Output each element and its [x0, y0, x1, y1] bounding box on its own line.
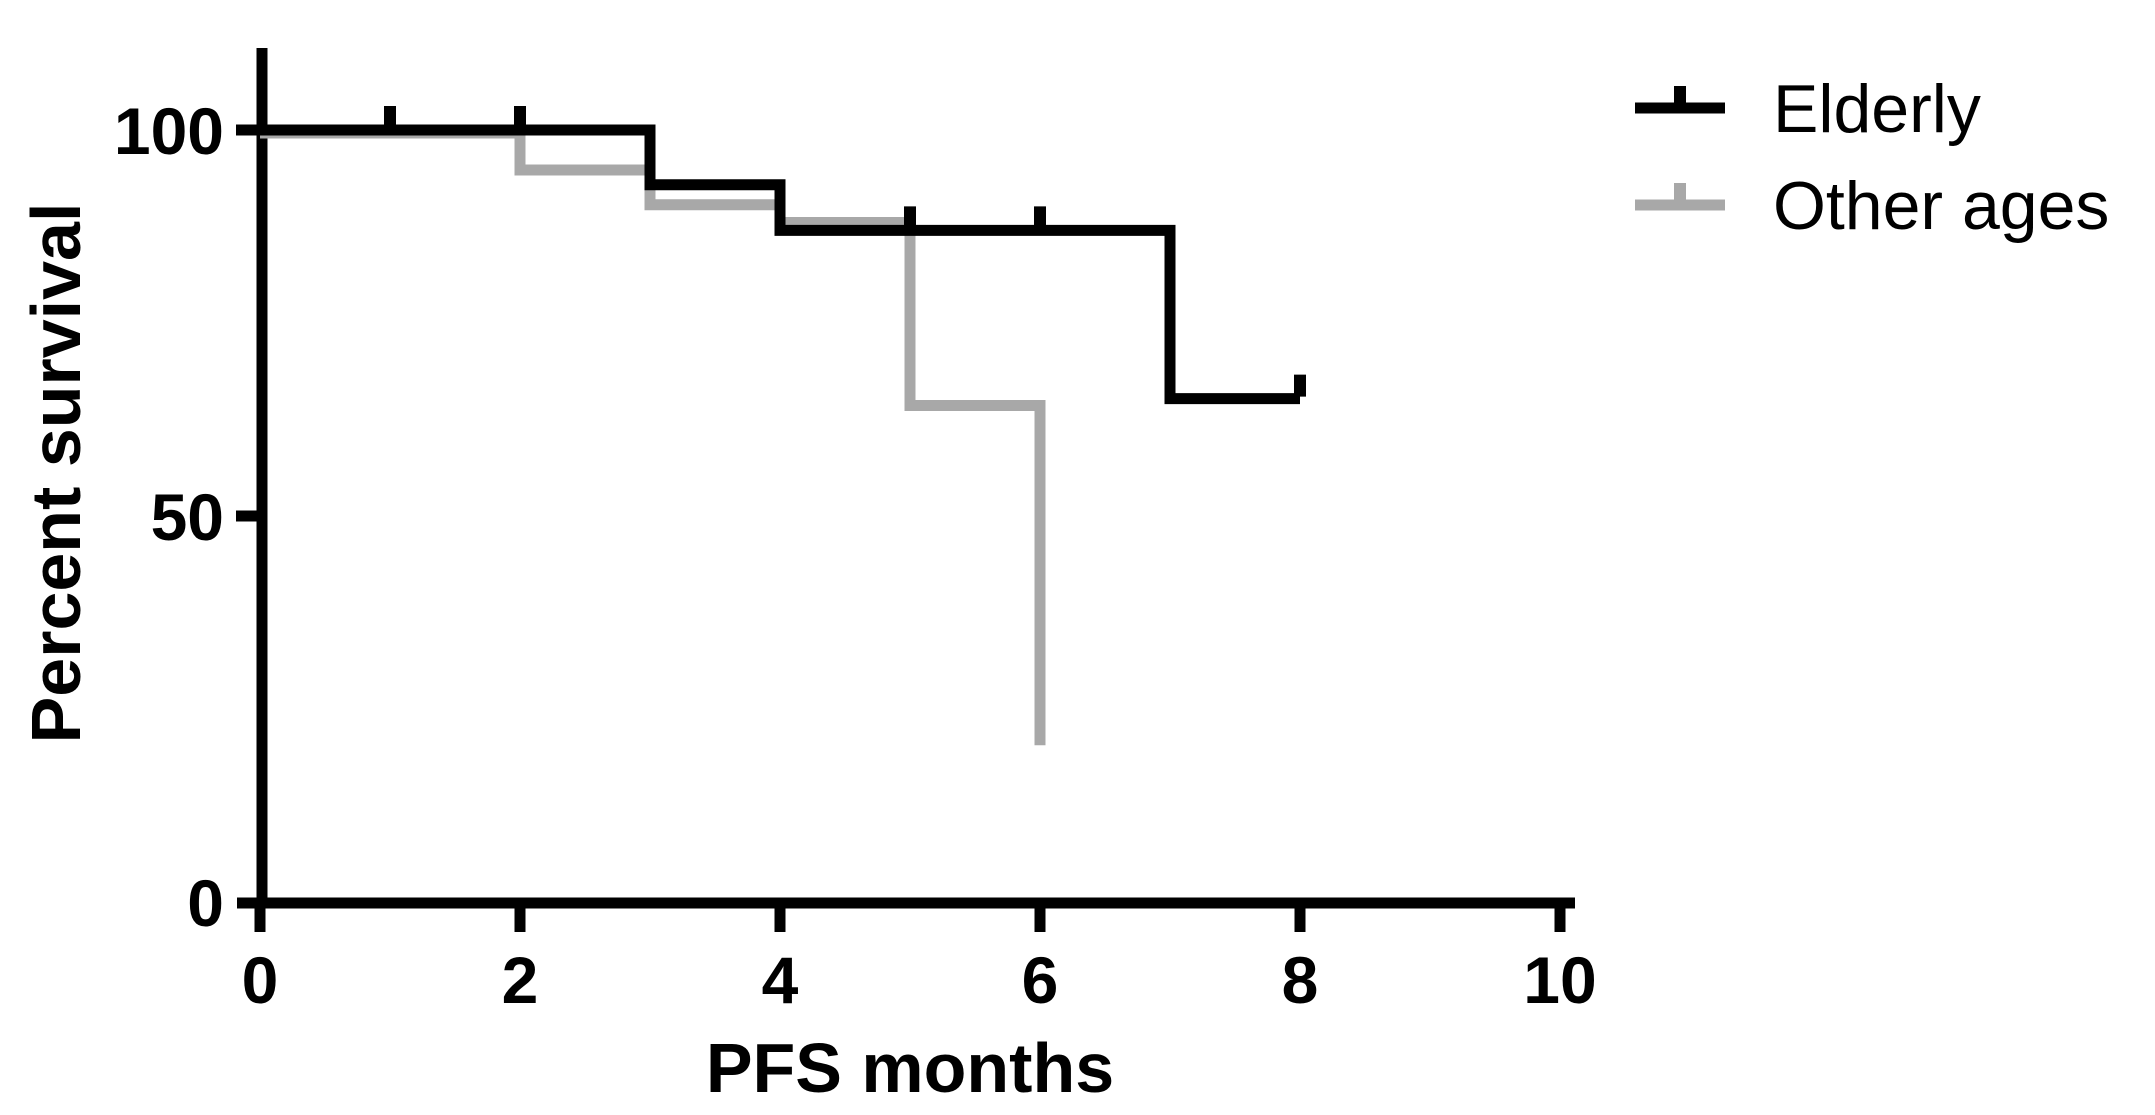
x-tick-label: 4 [762, 943, 799, 1017]
tick-labels: 100 50 00 2 4 6 8 10 [114, 94, 1597, 1017]
axes [237, 48, 1575, 909]
y-tick-label: 100 [114, 94, 224, 168]
axis-ticks [236, 124, 1566, 932]
x-tick-label: 10 [1523, 943, 1596, 1017]
x-axis-title: PFS months [706, 1029, 1114, 1107]
y-axis-title: Percent survival [17, 203, 95, 744]
x-tick-label: 6 [1022, 943, 1059, 1017]
x-tick-label: 2 [502, 943, 539, 1017]
elderly-curve [260, 124, 1300, 405]
survival-curves [260, 124, 1300, 746]
other-ages-curve [260, 127, 1046, 746]
legend-label: Elderly [1773, 71, 1981, 147]
y-tick-label: 50 [151, 480, 224, 554]
y-tick-label: 0 [187, 866, 224, 940]
x-tick-label: 0 [242, 943, 279, 1017]
censor-marks [384, 106, 1306, 397]
legend: Elderly Other ages [1635, 71, 2109, 244]
legend-label: Other ages [1773, 168, 2109, 244]
x-tick-label: 8 [1282, 943, 1319, 1017]
